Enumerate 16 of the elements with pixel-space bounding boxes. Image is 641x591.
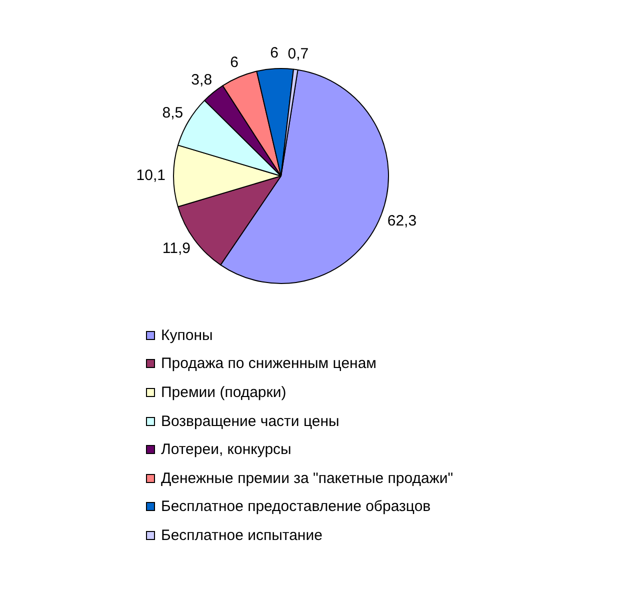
data-label: 6 [270,44,279,62]
legend-label: Возвращение части цены [161,412,340,430]
data-label: 62,3 [387,212,417,230]
legend-label: Лотереи, конкурсы [161,441,292,458]
legend-label: Бесплатное испытание [161,526,322,544]
data-label: 6 [230,54,239,71]
data-label: 11,9 [162,240,191,257]
legend-label: Премии (подарки) [161,384,286,401]
data-label: 10,1 [136,167,166,184]
legend-label: Бесплатное предоставление образцов [161,498,431,516]
legend-label: Купоны [161,326,213,344]
data-label: 3,8 [191,72,212,89]
legend-label: Денежные премии за "пакетные продажи" [161,470,454,487]
data-label: 8,5 [162,104,184,122]
legend-label: Продажа по сниженным ценам [161,355,376,372]
data-label: 0,7 [288,45,309,62]
